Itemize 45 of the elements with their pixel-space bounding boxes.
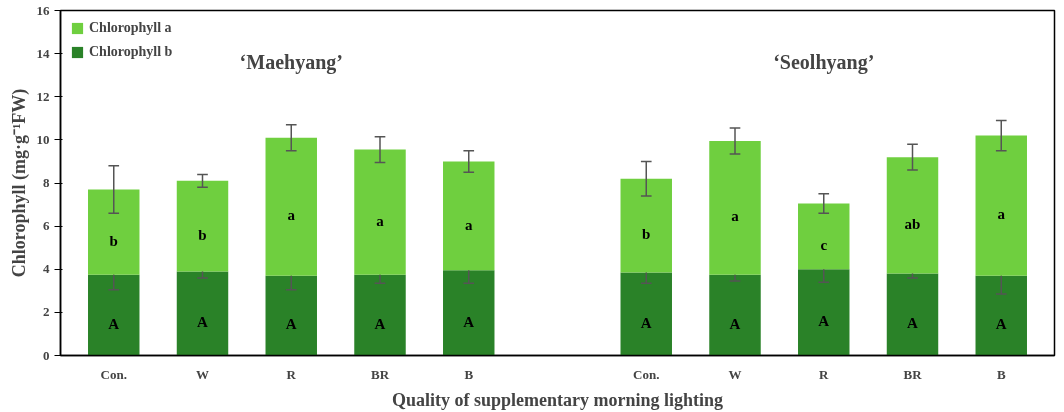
legend-label: Chlorophyll b [89,44,173,60]
data-label: a [287,207,296,224]
data-label: b [109,232,118,249]
y-tick-label: 10 [36,131,50,147]
y-tick-label: 16 [36,2,50,18]
x-tick-label: W [196,366,209,382]
annotation: ‘Seolhyang’ [773,50,875,74]
y-tick-label: 4 [43,261,50,277]
x-tick-label: B [464,366,474,382]
data-label: A [640,314,652,331]
data-label: a [465,216,473,233]
x-tick-label: Con. [633,366,660,382]
y-tick-label: 0 [43,347,50,363]
x-tick-label: Con. [100,366,127,382]
data-label: A [108,315,120,332]
x-axis-title: Quality of supplementary morning lighting [391,389,724,410]
x-tick-label: W [728,366,742,382]
x-tick-label: B [996,366,1006,382]
data-label: A [285,316,297,333]
y-tick-label: 6 [43,218,50,234]
annotation: ‘Maehyang’ [239,50,343,74]
data-label: A [197,314,209,331]
data-label: b [642,226,651,243]
legend-label: Chlorophyll a [89,20,172,36]
x-tick-label: BR [370,366,390,382]
data-label: A [463,313,475,330]
data-label: A [374,315,386,332]
data-label: A [818,313,830,329]
data-label: ab [904,215,921,232]
data-label: A [907,315,919,332]
x-tick-label: R [819,366,830,382]
data-label: b [198,226,207,243]
data-label: a [731,208,740,225]
y-tick-label: 2 [43,304,50,320]
data-label: A [729,315,741,332]
x-tick-label: R [286,366,297,382]
y-tick-label: 12 [36,88,50,104]
x-tick-label: BR [903,366,923,382]
data-label: c [820,236,828,253]
y-tick-label: 14 [36,45,50,61]
data-label: A [995,316,1007,333]
y-tick-label: 8 [43,175,50,190]
data-label: a [997,206,1006,223]
y-axis-title: Chlorophyll (mg·g⁻¹FW) [8,88,30,278]
data-label: a [376,212,385,229]
